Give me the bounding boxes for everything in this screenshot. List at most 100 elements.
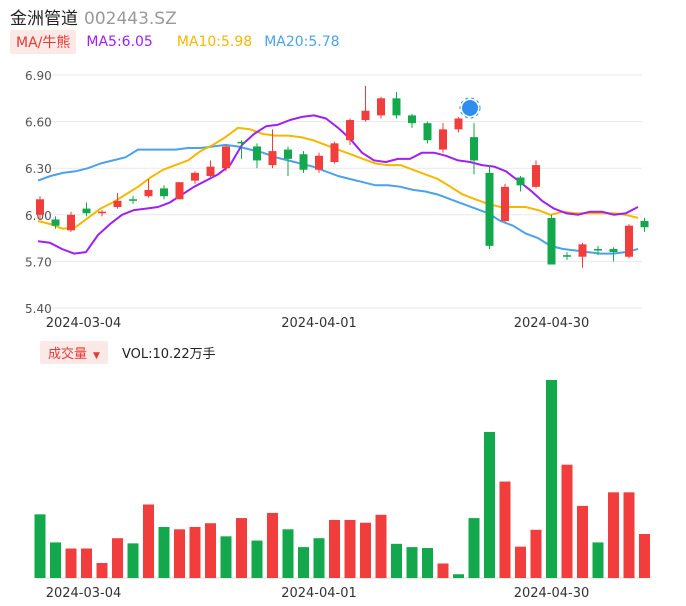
candle[interactable]: [315, 155, 323, 170]
candle[interactable]: [377, 98, 385, 116]
volume-bar[interactable]: [468, 518, 480, 578]
event-marker-icon[interactable]: [462, 100, 478, 116]
candle[interactable]: [423, 123, 432, 141]
candle[interactable]: [268, 151, 277, 166]
volume-indicator-button[interactable]: 成交量 ▼: [40, 340, 108, 364]
volume-bar[interactable]: [437, 563, 449, 578]
candle[interactable]: [485, 172, 494, 246]
candle[interactable]: [237, 141, 246, 144]
x-tick-label: 2024-03-04: [46, 316, 122, 331]
candle[interactable]: [346, 120, 354, 141]
candle[interactable]: [160, 188, 168, 197]
y-tick-label: 5.70: [25, 255, 52, 269]
volume-bar[interactable]: [65, 548, 77, 578]
candle[interactable]: [625, 225, 633, 257]
volume-bar[interactable]: [34, 514, 46, 578]
y-tick-label: 6.30: [25, 162, 52, 176]
volume-bar[interactable]: [50, 542, 61, 578]
ma5-line: [37, 114, 639, 255]
candle[interactable]: [640, 221, 649, 228]
volume-bar[interactable]: [639, 533, 650, 578]
volume-bar[interactable]: [375, 514, 387, 578]
candle[interactable]: [82, 208, 91, 214]
candle[interactable]: [594, 248, 602, 251]
candle[interactable]: [222, 146, 230, 169]
x-tick-label: 2024-04-30: [514, 316, 590, 331]
volume-bar[interactable]: [282, 529, 294, 578]
volume-bar[interactable]: [158, 526, 170, 578]
candle[interactable]: [361, 110, 370, 121]
candle[interactable]: [299, 154, 308, 170]
x-tick-label: 2024-03-04: [46, 586, 122, 601]
candle[interactable]: [144, 189, 153, 197]
volume-bar[interactable]: [143, 504, 154, 578]
candle[interactable]: [532, 165, 540, 187]
volume-bar[interactable]: [422, 548, 433, 578]
volume-bar[interactable]: [391, 543, 402, 578]
volume-bar[interactable]: [174, 529, 185, 578]
volume-bar[interactable]: [112, 538, 123, 578]
candle[interactable]: [470, 137, 478, 161]
volume-bar[interactable]: [267, 512, 278, 578]
volume-bar[interactable]: [608, 492, 619, 578]
candle[interactable]: [51, 219, 60, 226]
volume-bar[interactable]: [515, 546, 526, 578]
candle[interactable]: [609, 248, 618, 253]
volume-bar[interactable]: [220, 536, 232, 578]
ma20-line: [37, 143, 639, 255]
candle[interactable]: [578, 244, 587, 257]
volume-bar[interactable]: [205, 523, 216, 578]
ma10-line: [37, 126, 639, 230]
volume-bar[interactable]: [344, 519, 356, 578]
dropdown-arrow-icon: ▼: [93, 350, 100, 361]
volume-bar[interactable]: [592, 542, 604, 578]
volume-bar[interactable]: [189, 526, 201, 578]
volume-value: VOL:10.22万手: [121, 346, 216, 362]
volume-bar[interactable]: [96, 563, 108, 578]
candle[interactable]: [330, 143, 339, 162]
y-tick-label: 6.90: [25, 69, 52, 83]
volume-bar[interactable]: [251, 540, 263, 578]
x-tick-label: 2024-04-01: [281, 316, 357, 331]
volume-bar[interactable]: [298, 547, 309, 578]
candle[interactable]: [113, 200, 122, 208]
volume-bar[interactable]: [561, 464, 573, 578]
candle[interactable]: [36, 199, 44, 215]
y-tick-label: 6.00: [25, 209, 52, 223]
candle[interactable]: [408, 115, 416, 124]
candle[interactable]: [253, 146, 261, 161]
event-marker-ring-icon: [459, 97, 481, 119]
candle[interactable]: [392, 98, 401, 116]
volume-bar[interactable]: [623, 492, 635, 578]
volume-button-label: 成交量: [48, 346, 88, 362]
volume-bar[interactable]: [81, 548, 92, 578]
volume-bar[interactable]: [453, 574, 464, 578]
ma-indicator-button[interactable]: MA/牛熊: [10, 30, 77, 54]
candle[interactable]: [129, 199, 137, 201]
volume-bar[interactable]: [499, 481, 511, 578]
candle[interactable]: [454, 118, 463, 130]
candle[interactable]: [284, 149, 292, 159]
volume-bar[interactable]: [236, 518, 247, 578]
candle[interactable]: [175, 182, 184, 200]
candle[interactable]: [191, 172, 199, 181]
volume-bar[interactable]: [313, 538, 325, 578]
volume-bar[interactable]: [577, 505, 588, 578]
volume-bar[interactable]: [484, 431, 495, 578]
candle[interactable]: [206, 166, 215, 176]
candle[interactable]: [439, 129, 447, 150]
candle[interactable]: [98, 211, 106, 214]
volume-bar[interactable]: [127, 543, 139, 578]
x-tick-label: 2024-04-01: [281, 586, 357, 601]
volume-bar[interactable]: [360, 522, 371, 578]
volume-bar[interactable]: [406, 547, 418, 578]
volume-bar[interactable]: [530, 529, 542, 578]
volume-bar[interactable]: [546, 379, 557, 578]
volume-bar[interactable]: [329, 519, 340, 578]
candle[interactable]: [563, 255, 571, 257]
candle[interactable]: [516, 177, 525, 186]
candle[interactable]: [501, 186, 509, 222]
candle[interactable]: [547, 217, 556, 265]
candle[interactable]: [67, 214, 75, 231]
